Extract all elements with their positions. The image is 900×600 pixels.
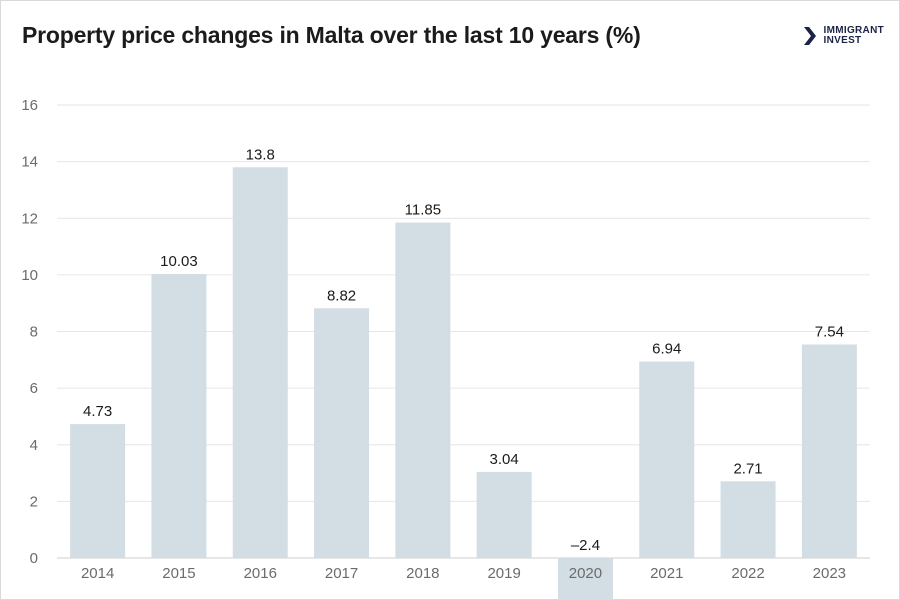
x-tick-label: 2019 [487,565,520,582]
y-tick-label: 4 [30,437,38,454]
data-label: –2.4 [571,537,600,554]
brand-logo-line1: IMMIGRANT [823,25,884,36]
bar [151,274,207,558]
y-tick-label: 12 [21,210,38,227]
y-tick-label: 14 [21,154,38,171]
y-tick-label: 6 [30,380,38,397]
bar [476,471,532,558]
bar [720,481,776,558]
data-label: 3.04 [490,451,519,468]
x-tick-label: 2018 [406,565,439,582]
x-tick-label: 2022 [731,565,764,582]
data-label: 6.94 [652,341,681,358]
data-label: 11.85 [405,201,441,218]
brand-logo: IMMIGRANT INVEST [803,26,884,46]
bar [395,222,451,558]
data-label: 10.03 [160,253,198,270]
bar [232,167,288,558]
data-label: 4.73 [83,403,112,420]
y-tick-label: 16 [21,97,38,114]
y-tick-label: 10 [21,267,38,284]
x-tick-label: 2020 [569,565,602,582]
x-tick-label: 2016 [244,565,277,582]
brand-logo-text: IMMIGRANT INVEST [824,26,884,46]
x-tick-label: 2023 [813,565,846,582]
chevron-logo-icon [803,27,816,45]
x-tick-label: 2021 [650,565,683,582]
bar [801,344,857,558]
x-tick-label: 2017 [325,565,358,582]
bar [639,361,695,558]
data-label: 2.71 [733,460,762,477]
y-tick-label: 2 [30,493,38,510]
data-label: 8.82 [327,287,356,304]
bar [70,424,126,558]
data-label: 7.54 [815,324,844,341]
y-tick-label: 8 [30,324,38,341]
bar [314,308,370,558]
data-label: 13.8 [246,146,275,163]
y-tick-label: 0 [30,550,38,567]
bar [557,558,613,600]
chart-title: Property price changes in Malta over the… [22,22,641,48]
x-tick-label: 2015 [162,565,195,582]
brand-logo-line2: INVEST [823,35,862,46]
x-tick-label: 2014 [81,565,114,582]
